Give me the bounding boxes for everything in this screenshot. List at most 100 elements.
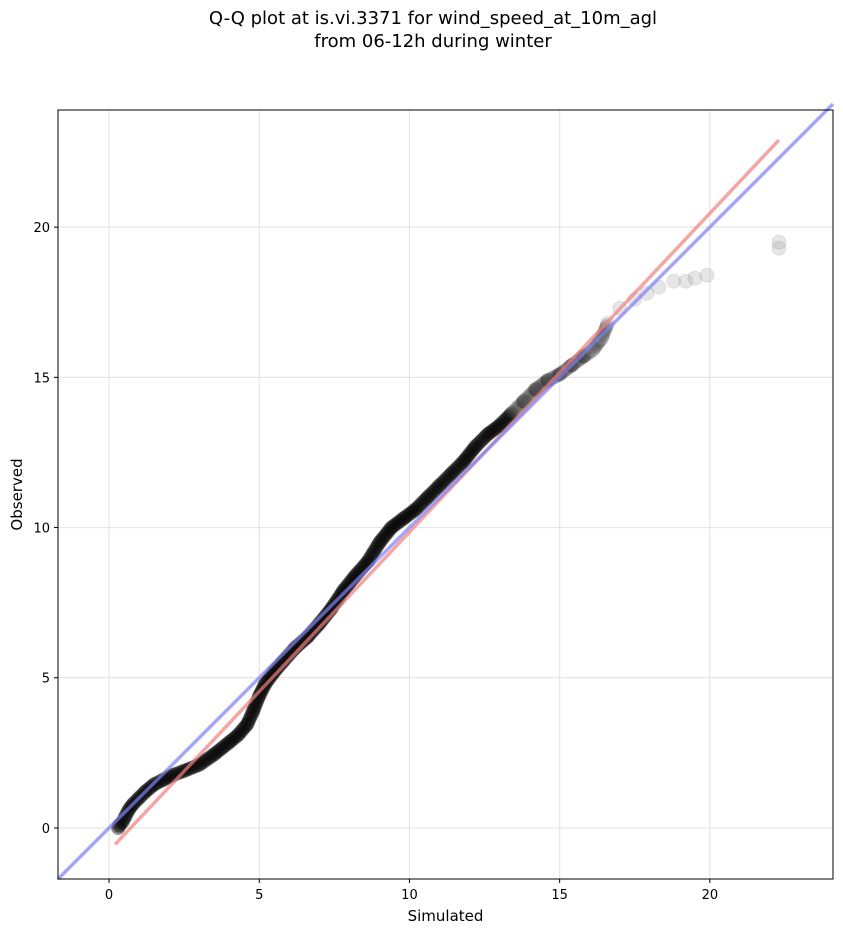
data-point [369, 540, 384, 555]
data-point [397, 510, 412, 525]
data-point [399, 509, 414, 524]
x-tick-label: 10 [401, 888, 418, 903]
data-point [473, 434, 488, 449]
data-point [430, 479, 445, 494]
y-tick-label: 20 [33, 221, 50, 236]
data-point [433, 476, 448, 491]
data-point [453, 457, 468, 472]
data-point [400, 508, 415, 523]
data-point [247, 700, 262, 715]
data-point [498, 412, 513, 427]
data-point [506, 404, 521, 419]
data-point [458, 451, 473, 466]
data-point [503, 407, 518, 422]
data-point [379, 526, 394, 541]
data-point [421, 489, 436, 504]
data-point [479, 428, 494, 443]
data-point [415, 495, 430, 510]
data-point [241, 715, 256, 730]
data-point [337, 582, 352, 597]
data-point [237, 720, 252, 735]
data-point [427, 482, 442, 497]
data-point [338, 580, 353, 595]
data-point [383, 520, 399, 536]
data-point [470, 437, 485, 452]
data-point [771, 234, 787, 250]
data-point [591, 335, 606, 350]
data-point [229, 729, 244, 744]
data-point [466, 442, 481, 457]
data-point [225, 732, 240, 747]
data-point [436, 473, 451, 488]
grid [58, 110, 833, 879]
data-point [205, 748, 220, 763]
data-point [118, 808, 134, 824]
data-point [235, 723, 250, 738]
data-point [210, 744, 225, 759]
chart-subtitle: from 06-12h during winter [314, 31, 552, 52]
data-point [365, 546, 380, 561]
x-tick-label: 15 [551, 888, 568, 903]
data-point [468, 438, 484, 454]
data-point [417, 493, 432, 508]
data-point [429, 481, 444, 496]
data-point [368, 542, 383, 557]
data-point [592, 334, 607, 349]
data-point [193, 756, 208, 771]
data-point [639, 285, 655, 301]
data-point [243, 709, 258, 724]
quantile-points [110, 234, 787, 836]
data-point [578, 348, 593, 363]
data-point [265, 667, 280, 682]
data-point [497, 413, 512, 428]
data-point [371, 535, 387, 551]
data-point [251, 688, 267, 704]
data-point [423, 487, 438, 502]
data-point [406, 503, 421, 518]
data-point [387, 518, 402, 533]
data-point [217, 738, 232, 753]
data-point [200, 752, 215, 767]
fit-lines [56, 102, 835, 881]
data-point [374, 532, 389, 547]
data-point [492, 417, 508, 433]
data-point [455, 455, 470, 470]
data-point [666, 273, 682, 289]
data-point [376, 531, 391, 546]
data-point [171, 766, 186, 781]
data-point [461, 448, 476, 463]
data-point [208, 746, 223, 761]
data-point [216, 740, 231, 755]
data-point [495, 415, 510, 430]
x-tick-label: 5 [255, 888, 263, 903]
data-point [456, 453, 472, 469]
data-point [119, 806, 134, 821]
data-point [378, 528, 393, 543]
data-point [418, 492, 433, 507]
data-point [390, 516, 405, 531]
data-point [501, 409, 516, 424]
data-point [245, 705, 260, 720]
data-point [239, 716, 255, 732]
data-point [405, 504, 420, 519]
data-point [414, 496, 429, 511]
data-point [182, 761, 197, 776]
data-point [485, 424, 500, 439]
data-point [486, 422, 501, 437]
data-point [173, 765, 188, 780]
data-point [233, 724, 248, 739]
data-point [599, 320, 614, 335]
data-point [198, 753, 213, 768]
data-point [242, 711, 257, 726]
data-point [230, 727, 246, 743]
data-point [441, 469, 456, 484]
data-point [395, 511, 411, 527]
data-point [377, 529, 392, 544]
data-point [488, 421, 503, 436]
data-point [195, 755, 210, 770]
data-point [244, 707, 259, 722]
data-point [471, 436, 486, 451]
data-point [480, 426, 496, 442]
data-point [363, 549, 378, 564]
